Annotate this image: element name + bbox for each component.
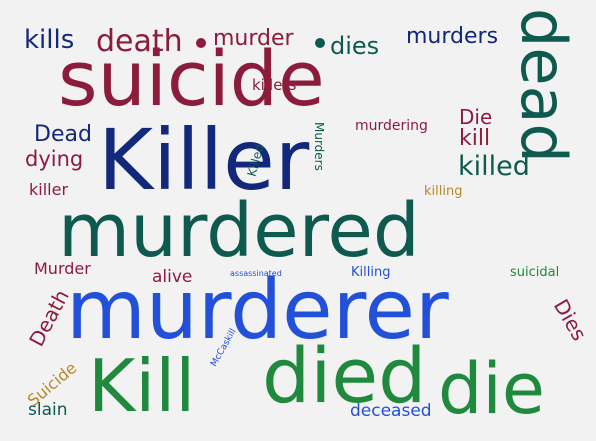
word-Dies: Dies <box>548 295 592 345</box>
word-died: died <box>262 331 427 420</box>
word-murders: murders <box>406 24 499 49</box>
word-killing: killing <box>424 184 463 199</box>
word-dies: dies <box>330 32 380 60</box>
word-murderer: murderer <box>66 263 449 358</box>
word-assassinated: assassinated <box>230 269 282 278</box>
decorative-dot <box>196 38 206 48</box>
word-dying: dying <box>25 147 84 171</box>
word-Die: Die <box>459 105 493 129</box>
word-killers: killers <box>252 76 297 94</box>
word-murder: murder <box>213 26 294 51</box>
word-dead: dead <box>507 8 580 163</box>
word-Murders: Murders <box>312 122 326 171</box>
word-Kill: Kill <box>88 344 196 428</box>
word-killed: killed <box>458 151 530 182</box>
word-Dead: Dead <box>34 122 92 147</box>
word-alive: alive <box>152 267 193 287</box>
word-Killing: Killing <box>351 265 391 280</box>
word-die: die <box>438 348 545 430</box>
word-murdered: murdered <box>58 188 420 274</box>
word-Killer: Killer <box>98 111 310 209</box>
word-deceased: deceased <box>350 401 432 421</box>
word-death: death <box>96 24 183 59</box>
word-murdering: murdering <box>355 118 428 134</box>
word-killer: killer <box>29 180 69 199</box>
word-Murder: Murder <box>34 259 91 278</box>
word-kill: kill <box>459 126 491 151</box>
word-kills: kills <box>24 25 75 55</box>
word-suicide: suicide <box>58 34 325 123</box>
word-suicidal: suicidal <box>510 265 560 280</box>
decorative-dot <box>315 38 325 48</box>
word-slain: slain <box>28 400 68 420</box>
